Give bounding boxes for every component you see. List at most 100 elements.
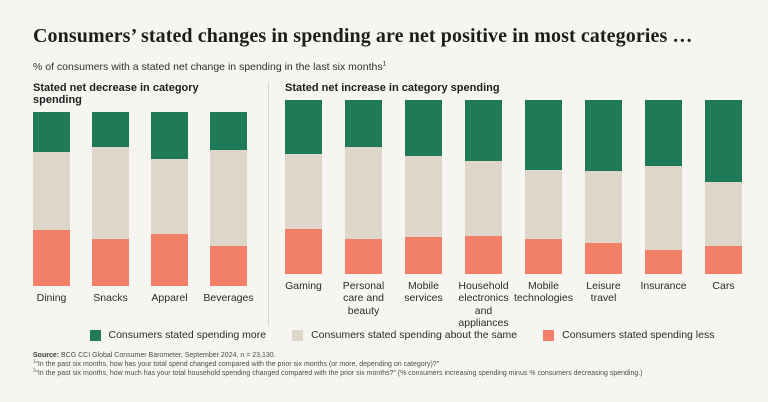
bar-column-leisure-travel: Leisure travel	[585, 100, 622, 304]
bar-category-label: Cars	[712, 280, 735, 292]
bars-row-decrease: Dining Snacks Apparel Beverages	[33, 112, 254, 304]
bar-category-label: Household electronics and appliances	[458, 280, 509, 330]
bar-category-label: Insurance	[640, 280, 687, 292]
bar-segment-more	[92, 112, 129, 147]
chart-group-increase: Stated net increase in category spending…	[285, 82, 742, 329]
bar-segment-more	[465, 100, 502, 161]
stacked-bar	[465, 100, 502, 274]
bar-segment-less	[645, 249, 682, 274]
bar-segment-same	[345, 146, 382, 240]
legend-swatch-less	[543, 329, 555, 341]
bar-column-personal-care-and-beauty: Personal care and beauty	[343, 100, 384, 317]
footnote-1-text: “In the past six months, how has your to…	[35, 361, 440, 368]
bar-segment-more	[33, 112, 70, 153]
stacked-bar	[405, 100, 442, 274]
bar-segment-same	[210, 150, 247, 246]
bar-segment-less	[705, 246, 742, 274]
stacked-bar	[525, 100, 562, 274]
bar-segment-less	[92, 239, 129, 286]
bar-category-label: Leisure travel	[586, 280, 621, 305]
footnote-1-mark: 1	[33, 358, 36, 364]
bar-segment-more	[405, 100, 442, 156]
chart-subtitle: % of consumers with a stated net change …	[33, 61, 386, 73]
bar-segment-more	[705, 100, 742, 182]
bar-segment-same	[33, 152, 70, 231]
bar-column-dining: Dining	[33, 112, 70, 304]
legend-item-more: Consumers stated spending more	[89, 329, 267, 341]
footnote-2: 2“In the past six months, how much has y…	[33, 367, 752, 378]
bar-segment-less	[465, 235, 502, 274]
bar-column-apparel: Apparel	[151, 112, 188, 304]
bar-segment-less	[33, 230, 70, 286]
stacked-bar	[210, 112, 247, 286]
stacked-bar	[285, 100, 322, 274]
bar-category-label: Beverages	[203, 292, 254, 304]
bar-segment-same	[285, 153, 322, 229]
legend-label-less: Consumers stated spending less	[562, 329, 715, 341]
bar-segment-same	[645, 166, 682, 250]
subtitle-footnote-mark: 1	[382, 60, 387, 68]
page-title: Consumers’ stated changes in spending ar…	[33, 25, 693, 47]
stacked-bar	[92, 112, 129, 286]
chart-group-decrease: Stated net decrease in category spending…	[33, 82, 254, 304]
bar-segment-less	[345, 239, 382, 274]
bar-segment-less	[210, 245, 247, 286]
stacked-bar	[585, 100, 622, 274]
legend-swatch-more	[89, 329, 101, 341]
bar-segment-less	[525, 239, 562, 274]
bar-segment-same	[705, 181, 742, 247]
legend-label-more: Consumers stated spending more	[108, 329, 267, 341]
group-header-decrease: Stated net decrease in category spending	[33, 82, 199, 106]
bar-column-gaming: Gaming	[285, 100, 322, 292]
stacked-bar	[151, 112, 188, 286]
bar-category-label: Mobile services	[404, 280, 443, 305]
footnote-2-text: “In the past six months, how much has yo…	[35, 370, 643, 377]
legend-item-less: Consumers stated spending less	[543, 329, 714, 341]
footnote-2-mark: 2	[33, 367, 36, 373]
bar-segment-same	[151, 158, 188, 234]
bar-segment-less	[405, 237, 442, 274]
bar-segment-same	[585, 171, 622, 243]
bar-category-label: Dining	[36, 292, 67, 304]
bar-segment-same	[405, 155, 442, 238]
bar-segment-same	[92, 146, 129, 240]
bar-column-mobile-services: Mobile services	[404, 100, 443, 304]
source-line: Source: BCG CCI Global Consumer Baromete…	[33, 351, 752, 360]
bar-segment-same	[465, 160, 502, 236]
source-footer: Source: BCG CCI Global Consumer Baromete…	[33, 351, 752, 378]
bar-segment-more	[645, 100, 682, 167]
bar-category-label: Snacks	[93, 292, 128, 304]
legend-item-same: Consumers stated spending about the same	[292, 329, 517, 341]
bar-column-beverages: Beverages	[203, 112, 254, 304]
bar-category-label: Personal care and beauty	[342, 280, 385, 317]
bar-segment-more	[585, 100, 622, 172]
bar-column-mobile-technologies: Mobile technologies	[514, 100, 573, 304]
bar-category-label: Mobile technologies	[514, 280, 573, 305]
legend-swatch-same	[292, 329, 304, 341]
source-label: Source:	[33, 352, 60, 359]
chart-area: Stated net decrease in category spending…	[33, 82, 742, 329]
section-divider	[268, 82, 269, 326]
subtitle-text: % of consumers with a stated net change …	[33, 61, 383, 73]
bar-segment-more	[525, 100, 562, 170]
bar-category-label: Gaming	[285, 280, 322, 292]
bar-segment-less	[151, 233, 188, 286]
bar-segment-same	[525, 169, 562, 240]
bars-row-increase: Gaming Personal care and beauty Mobile ser…	[285, 100, 742, 329]
stacked-bar	[33, 112, 70, 286]
stacked-bar	[705, 100, 742, 274]
bar-column-insurance: Insurance	[640, 100, 687, 292]
bar-segment-more	[345, 100, 382, 147]
source-text: BCG CCI Global Consumer Barometer, Septe…	[59, 352, 276, 359]
group-header-increase: Stated net increase in category spending	[285, 82, 500, 94]
stacked-bar	[345, 100, 382, 274]
bar-column-cars: Cars	[705, 100, 742, 292]
bar-segment-more	[210, 112, 247, 151]
legend-label-same: Consumers stated spending about the same	[311, 329, 518, 341]
bar-segment-more	[285, 100, 322, 154]
footnote-1: 1“In the past six months, how has your t…	[33, 358, 752, 369]
bar-column-household-electronics-and-appliances: Household electronics and appliances	[458, 100, 509, 329]
bar-column-snacks: Snacks	[92, 112, 129, 304]
bar-segment-less	[285, 228, 322, 274]
